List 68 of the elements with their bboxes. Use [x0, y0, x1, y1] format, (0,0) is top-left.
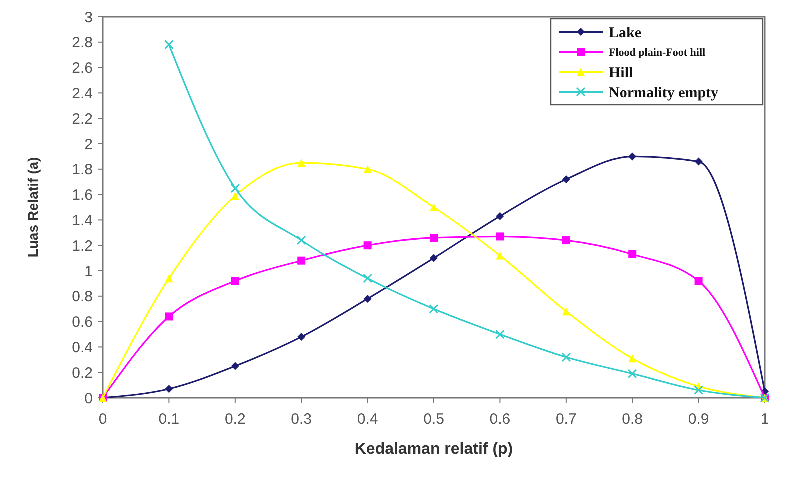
y-tick-label: 2.4: [72, 85, 93, 102]
point: [231, 192, 240, 200]
point: [364, 294, 372, 303]
point: [430, 254, 438, 262]
y-tick-label: 0: [84, 390, 93, 408]
y-tick-label: 1.8: [72, 162, 93, 179]
x-tick-label: 1: [760, 411, 770, 428]
point: [562, 176, 570, 184]
point: [430, 234, 438, 242]
x-tick-label: 0.8: [622, 411, 644, 428]
x-tick-label: 0.6: [490, 411, 511, 428]
x-tick-label: 0.2: [224, 411, 246, 428]
point: [296, 236, 306, 246]
y-tick-label: 0.6: [72, 314, 93, 332]
x-tick-label: 0.1: [158, 411, 180, 428]
x-tick-label: 0: [98, 411, 108, 428]
y-tick-label: 1.6: [72, 187, 93, 204]
point: [231, 362, 240, 370]
y-tick-label: 2: [84, 136, 93, 154]
point: [363, 274, 373, 284]
point: [694, 277, 703, 286]
point: [164, 40, 174, 50]
y-tick-label: 0.8: [72, 288, 93, 306]
y-tick-label: 2.8: [72, 34, 93, 52]
point: [694, 158, 703, 166]
y-tick-label: 2.6: [72, 60, 93, 78]
x-tick-label: 0.7: [556, 411, 577, 428]
point: [496, 212, 504, 220]
point: [364, 165, 372, 174]
point: [430, 204, 438, 212]
point: [298, 159, 306, 168]
y-axis-title: Luas Relatif (a): [25, 157, 41, 258]
legend-label: Hill: [609, 65, 634, 82]
y-tick-label: 1.2: [72, 238, 93, 255]
y-tick-label: 3: [84, 9, 93, 26]
point: [495, 330, 505, 340]
x-tick-label: 0.9: [688, 411, 710, 428]
x-tick-label: 0.3: [291, 411, 312, 428]
point: [298, 333, 306, 342]
point: [628, 354, 637, 363]
y-tick-label: 0.4: [72, 339, 93, 356]
point: [628, 369, 638, 379]
x-axis-title: Kedalaman relatif (p): [354, 441, 514, 458]
point: [230, 184, 240, 194]
point: [364, 242, 372, 250]
legend-label: Flood plain-Foot hill: [609, 46, 706, 59]
point: [165, 274, 174, 283]
point: [231, 277, 240, 286]
point: [628, 250, 637, 258]
point: [562, 352, 572, 362]
point: [165, 385, 174, 394]
point: [628, 152, 637, 161]
y-tick-label: 1: [84, 263, 93, 280]
y-tick-label: 1.4: [72, 212, 93, 230]
x-tick-label: 0.5: [424, 411, 444, 428]
point: [429, 304, 439, 314]
point: [496, 232, 504, 241]
point: [562, 236, 570, 245]
legend-label: Lake: [609, 25, 642, 42]
y-tick-label: 0.2: [72, 364, 93, 382]
point: [298, 256, 306, 265]
point: [694, 386, 704, 396]
point: [496, 252, 504, 260]
x-tick-label: 0.4: [357, 411, 378, 428]
legend-label: Normality empty: [609, 85, 720, 102]
point: [165, 312, 174, 321]
point: [562, 308, 570, 316]
y-tick-label: 2.2: [72, 110, 93, 128]
